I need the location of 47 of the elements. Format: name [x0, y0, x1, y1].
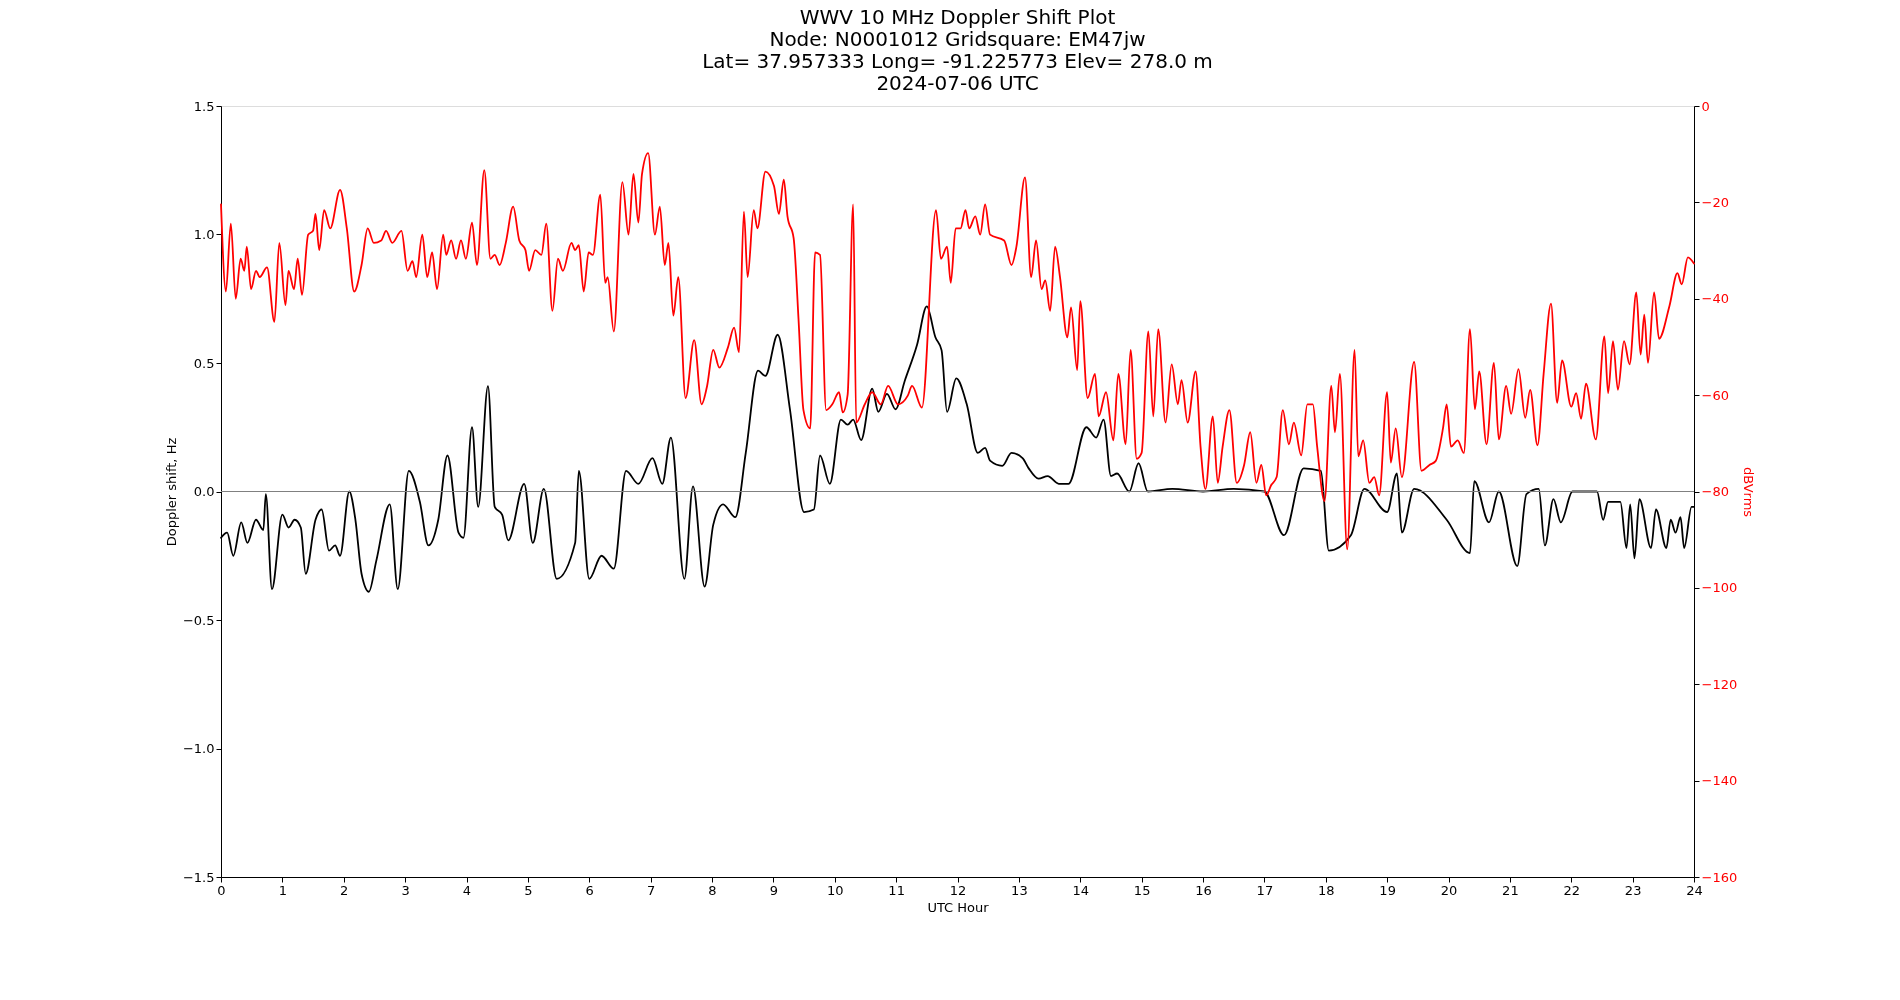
- line-series: [220, 152, 1695, 551]
- x-tick-label: 7: [646, 882, 656, 898]
- x-tick-label: 19: [1379, 882, 1396, 898]
- x-tick-label: 4: [462, 882, 472, 898]
- chart-title: WWV 10 MHz Doppler Shift Plot: [799, 5, 1116, 29]
- x-tick-label: 12: [949, 882, 967, 898]
- x-tick-label: 8: [708, 882, 717, 898]
- x-tick-label: 6: [585, 882, 594, 898]
- y2-tick-label: −60: [1701, 387, 1729, 403]
- x-axis-title: UTC Hour: [927, 899, 990, 915]
- y2-tick-label: −160: [1701, 869, 1738, 885]
- y2-tick-label: −120: [1701, 676, 1738, 692]
- y-tick-label: 1.5: [193, 98, 215, 114]
- x-tick-label: 15: [1133, 882, 1151, 898]
- x-tick-label: 16: [1195, 882, 1212, 898]
- x-tick-label: 10: [826, 882, 844, 898]
- y-tick-label: 0.5: [193, 355, 215, 371]
- y-tick-label: −0.5: [182, 612, 215, 628]
- y2-axis-title: dBVrms: [1741, 466, 1757, 518]
- y2-tick-label: 0: [1701, 98, 1710, 114]
- y2-tick-label: −20: [1701, 194, 1729, 210]
- y-axis-title: Doppler shift, Hz: [163, 437, 179, 547]
- x-tick-label: 2: [340, 882, 349, 898]
- y-tick-label: −1.0: [182, 741, 215, 756]
- x-tick-label: 0: [217, 882, 226, 898]
- y2-tick-label: −140: [1701, 773, 1738, 789]
- x-tick-label: 11: [888, 882, 905, 898]
- y-tick-label: 1.0: [193, 227, 215, 242]
- y2-tick-label: −100: [1701, 580, 1738, 596]
- y2-tick-label: −80: [1701, 484, 1729, 499]
- x-tick-label: 20: [1440, 882, 1458, 898]
- x-tick-label: 21: [1502, 882, 1519, 898]
- y-tick-label: 0.0: [193, 484, 215, 499]
- x-tick-label: 24: [1686, 882, 1703, 898]
- x-tick-label: 13: [1011, 882, 1028, 898]
- chart-subtitle: Node: N0001012 Gridsquare: EM47jw Lat= 37.957333 Long= -91.225773 Elev= 278.0 m 2024-07-06 UTC: [702, 27, 1213, 95]
- x-tick-label: 17: [1256, 882, 1274, 898]
- x-tick-label: 14: [1072, 882, 1090, 898]
- x-tick-label: 1: [278, 882, 288, 898]
- y2-tick-label: −40: [1701, 291, 1729, 307]
- x-tick-label: 23: [1624, 882, 1642, 898]
- x-tick-label: 22: [1563, 882, 1581, 898]
- x-tick-label: 18: [1317, 882, 1335, 898]
- x-tick-label: 3: [401, 882, 410, 898]
- y-tick-label: −1.5: [182, 869, 215, 885]
- x-tick-label: 9: [769, 882, 779, 898]
- x-tick-label: 5: [524, 882, 533, 898]
